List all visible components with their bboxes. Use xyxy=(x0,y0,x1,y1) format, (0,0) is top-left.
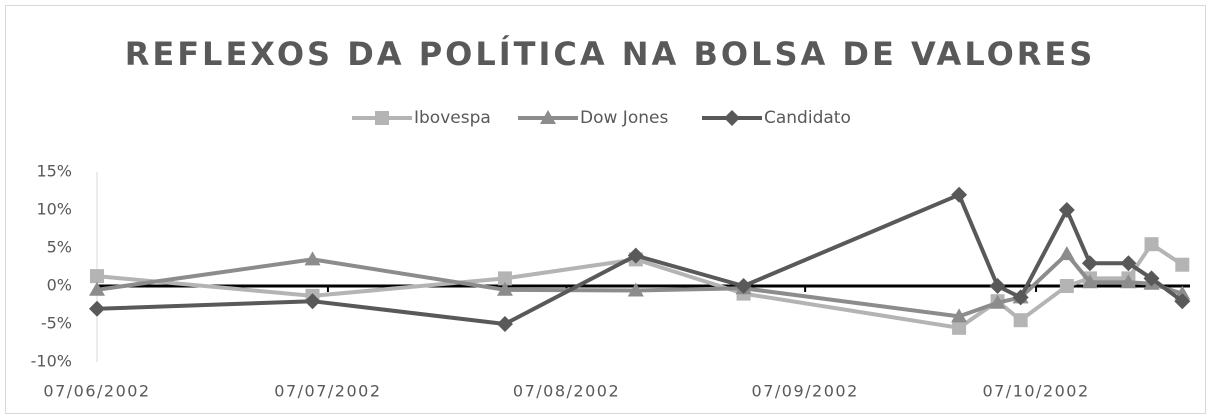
marker xyxy=(1120,255,1137,272)
marker xyxy=(1058,202,1075,218)
marker xyxy=(304,251,321,266)
legend-label: Ibovespa xyxy=(414,108,491,128)
x-tick-label: 07/08/2002 xyxy=(513,382,620,401)
marker xyxy=(304,293,321,310)
marker xyxy=(1120,274,1137,289)
marker xyxy=(627,247,644,264)
marker xyxy=(989,294,1006,309)
marker xyxy=(1059,279,1074,293)
legend-marker xyxy=(724,110,740,126)
chart-title: REFLEXOS DA POLÍTICA NA BOLSA DE VALORES xyxy=(125,35,1096,73)
marker xyxy=(1144,237,1159,252)
marker xyxy=(89,281,105,296)
y-tick-label: 15% xyxy=(36,162,72,181)
chart-border xyxy=(5,5,1206,414)
marker xyxy=(1012,289,1029,306)
marker xyxy=(1175,257,1190,272)
y-tick-label: -5% xyxy=(41,314,72,333)
marker xyxy=(90,269,104,284)
marker xyxy=(1013,313,1028,328)
x-tick-label: 07/10/2002 xyxy=(982,382,1089,401)
legend-marker xyxy=(375,111,389,125)
marker xyxy=(1143,270,1160,287)
legend-marker xyxy=(540,110,556,124)
marker xyxy=(952,320,967,335)
legend-label: Dow Jones xyxy=(580,108,668,128)
y-tick-label: 10% xyxy=(36,200,72,219)
marker xyxy=(1174,293,1191,310)
x-tick-label: 07/09/2002 xyxy=(752,382,859,401)
marker xyxy=(1081,274,1098,289)
marker xyxy=(951,308,968,323)
marker xyxy=(627,282,644,297)
marker xyxy=(735,278,752,294)
y-tick-label: 0% xyxy=(47,276,72,295)
marker xyxy=(496,281,513,296)
y-tick-label: 5% xyxy=(47,238,72,257)
marker xyxy=(497,271,512,286)
marker xyxy=(1081,255,1098,272)
marker xyxy=(989,278,1006,294)
marker xyxy=(496,316,513,332)
y-tick-label: -10% xyxy=(31,352,72,371)
legend-label: Candidato xyxy=(764,108,851,128)
x-tick-label: 07/07/2002 xyxy=(274,382,381,401)
marker xyxy=(1058,246,1075,261)
marker xyxy=(951,186,968,203)
marker xyxy=(89,300,105,317)
x-tick-label: 07/06/2002 xyxy=(43,382,150,401)
